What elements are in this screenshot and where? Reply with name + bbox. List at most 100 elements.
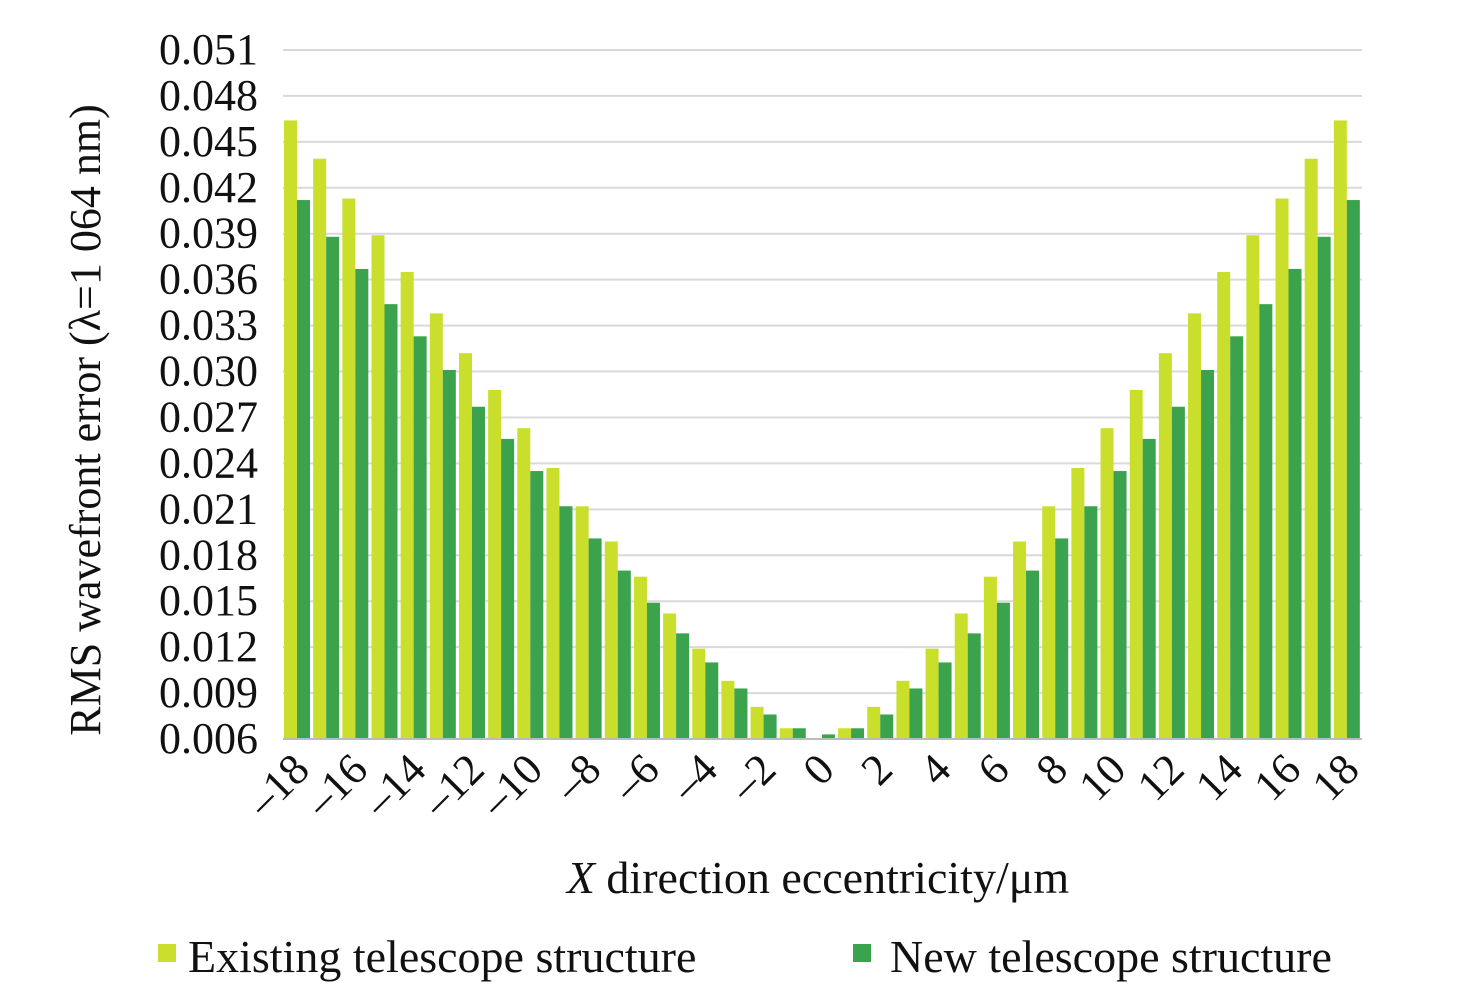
bar-new (1113, 471, 1127, 739)
y-tick-label: 0.045 (159, 117, 258, 166)
bar-new (705, 662, 719, 739)
bar-existing (721, 680, 735, 739)
bar-new (297, 200, 310, 739)
bar-existing (1217, 272, 1231, 739)
bar-existing (1304, 158, 1318, 740)
bar-new (1259, 304, 1273, 739)
y-tick-label: 0.027 (159, 392, 258, 441)
x-tick-label: 18 (1303, 744, 1369, 810)
bar-existing (1275, 198, 1289, 740)
bar-new (909, 688, 923, 739)
x-tick-label: –8 (544, 744, 610, 810)
bar-new (1201, 370, 1215, 739)
y-tick-label: 0.012 (159, 622, 258, 671)
bar-new (851, 728, 865, 739)
bar-new (442, 370, 456, 739)
x-tick-label: 0 (793, 744, 843, 794)
bar-existing (779, 728, 793, 739)
bar-new (530, 471, 544, 739)
bar-new (1026, 570, 1040, 739)
bar-existing (1188, 313, 1202, 739)
bar-new (1084, 506, 1098, 739)
x-axis-label: X direction eccentricity/μm (565, 852, 1070, 903)
bar-new (938, 662, 952, 739)
bar-existing (546, 467, 560, 739)
x-tick-label: –10 (470, 744, 552, 826)
bar-existing (1071, 467, 1085, 739)
y-tick-label: 0.018 (159, 530, 258, 579)
x-tick-label: –4 (660, 744, 726, 810)
bar-existing (896, 680, 910, 739)
y-tick-label: 0.009 (159, 668, 258, 717)
bar-existing (750, 706, 764, 739)
x-tick-label: –6 (602, 744, 668, 810)
x-tick-label: 2 (852, 744, 902, 794)
bar-existing (983, 576, 997, 739)
x-tick-label: 10 (1069, 744, 1135, 810)
y-tick-label: 0.021 (159, 484, 258, 533)
bar-new (501, 438, 515, 739)
bar-existing (1013, 541, 1027, 739)
x-tick-label: 8 (1027, 744, 1077, 794)
bar-existing (1333, 120, 1347, 740)
bar-new (326, 236, 340, 739)
legend-label-new: New telescope structure (890, 931, 1332, 982)
bar-existing (284, 120, 297, 740)
bar-existing (867, 706, 881, 739)
bar-existing (400, 272, 414, 739)
bar-new (646, 602, 660, 739)
bar-existing (692, 648, 706, 739)
bar-new (676, 633, 690, 739)
x-tick-label: 12 (1128, 744, 1194, 810)
x-tick-label: 4 (910, 744, 960, 794)
bar-existing (575, 506, 589, 739)
bar-new (763, 714, 777, 739)
bar-existing (1246, 235, 1260, 739)
legend-swatch-new (853, 944, 871, 962)
bar-existing (1129, 389, 1143, 739)
x-tick-label: 14 (1186, 744, 1252, 810)
x-tick-label: –2 (719, 744, 785, 810)
bar-existing (633, 576, 647, 739)
legend: Existing telescope structure New telesco… (158, 931, 1332, 982)
bar-existing (313, 158, 327, 740)
bar-existing (604, 541, 618, 739)
bar-new (559, 506, 573, 739)
bar-new (792, 728, 806, 739)
bar-existing (429, 313, 443, 739)
y-tick-label: 0.048 (159, 71, 258, 120)
y-tick-label: 0.030 (159, 347, 258, 396)
bar-existing (1042, 506, 1056, 739)
bar-existing (488, 389, 502, 739)
bar-new (471, 406, 485, 739)
bar-new (967, 633, 981, 739)
bar-new (1346, 200, 1360, 739)
x-tick-label: 16 (1244, 744, 1310, 810)
x-tick-label: 6 (968, 744, 1018, 794)
bar-new (1055, 538, 1069, 739)
bar-new (734, 688, 748, 739)
y-tick-label: 0.051 (159, 25, 258, 74)
bar-existing (342, 198, 356, 740)
bar-new (413, 336, 427, 739)
bar-new (996, 602, 1010, 739)
bar-new (821, 734, 835, 739)
y-tick-label: 0.042 (159, 163, 258, 212)
legend-label-existing: Existing telescope structure (188, 931, 696, 982)
bar-new (1142, 438, 1156, 739)
bar-existing (458, 353, 472, 739)
bar-existing (1100, 428, 1114, 739)
bar-existing (663, 613, 677, 739)
bar-new (355, 268, 369, 739)
bars (284, 120, 1360, 740)
bar-existing (925, 648, 939, 739)
bar-new (1230, 336, 1244, 739)
bar-new (384, 304, 398, 739)
bar-new (1317, 236, 1331, 739)
bar-new (880, 714, 894, 739)
bar-existing (838, 728, 852, 739)
y-tick-label: 0.006 (159, 714, 258, 763)
